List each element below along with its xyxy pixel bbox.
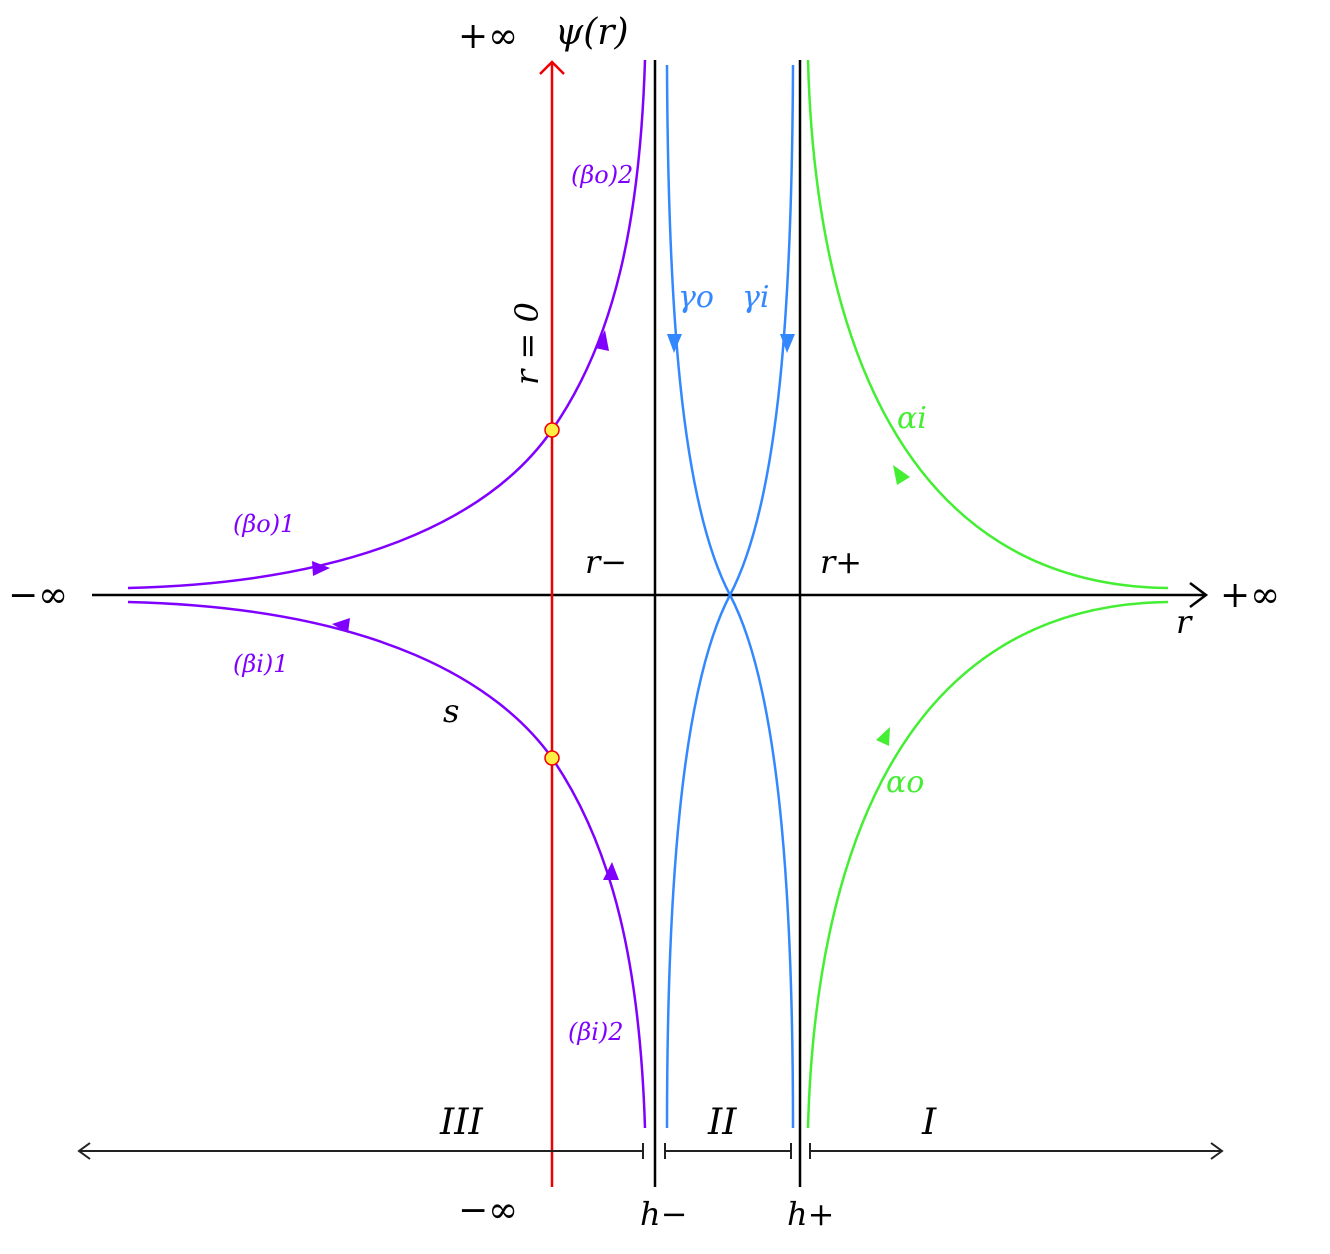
h-plus-label: h+ [787, 1195, 834, 1233]
y-top-infinity-label: +∞ [458, 16, 518, 57]
intersection-point-upper [544, 422, 560, 438]
x-left-infinity-label: −∞ [8, 575, 68, 616]
arrow-gamma-o [667, 334, 682, 353]
gamma-i-label: γi [742, 280, 770, 315]
arrow-beta-o-1 [312, 561, 330, 576]
region-brackets [77, 1142, 1224, 1160]
beta-o-curve [127, 59, 647, 590]
r-plus-label: r+ [820, 543, 862, 581]
arrow-beta-o-2 [595, 330, 609, 351]
arrow-beta-i-1 [332, 618, 350, 633]
arrow-alpha-o [876, 727, 890, 746]
x-right-infinity-label: +∞ [1220, 575, 1280, 616]
beta-i-curve [127, 600, 647, 1129]
gamma-i-curve [665, 64, 795, 1129]
alpha-o-label: αo [886, 765, 924, 800]
beta-o-1-label: (βo)1 [233, 510, 295, 538]
y-bottom-infinity-label: −∞ [458, 1190, 518, 1231]
region-2-label: II [707, 1102, 737, 1143]
x-axis-arrowhead [1189, 582, 1209, 608]
arrow-beta-i-2 [603, 862, 619, 880]
alpha-i-curve [806, 59, 1169, 590]
alpha-i-label: αi [897, 401, 927, 436]
arrow-alpha-i [893, 465, 910, 485]
y-axis-label: ψ(r) [555, 12, 629, 53]
arrow-gamma-i [780, 334, 795, 353]
r-minus-label: r− [585, 543, 627, 581]
gamma-o-label: γo [678, 280, 714, 315]
h-minus-label: h− [640, 1195, 687, 1233]
region-1-label: I [921, 1102, 937, 1143]
beta-o-2-label: (βo)2 [571, 161, 633, 189]
beta-i-1-label: (βi)1 [233, 650, 289, 678]
intersection-point-lower [544, 750, 560, 766]
alpha-o-curve [806, 600, 1169, 1129]
r-zero-arrowhead [539, 60, 565, 75]
beta-i-2-label: (βi)2 [568, 1018, 624, 1046]
r-zero-label: r = 0 [508, 302, 546, 385]
region-3-label: III [439, 1102, 483, 1143]
x-axis-label: r [1176, 603, 1193, 641]
s-label: s [443, 692, 459, 730]
